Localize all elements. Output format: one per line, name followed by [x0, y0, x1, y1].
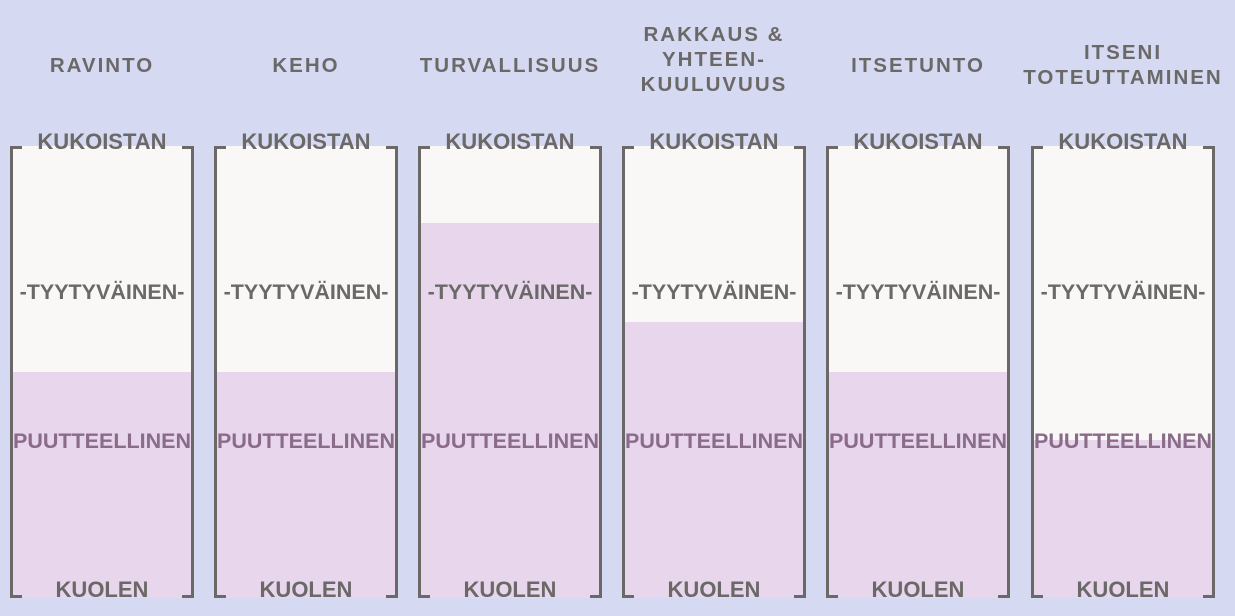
tube-cap: [998, 146, 1010, 149]
tube-cap: [10, 146, 22, 149]
tube-cap: [794, 146, 806, 149]
column-ravinto: RAVINTO KUKOISTAN -TYYTYVÄINEN- PUUTTEEL…: [10, 0, 194, 616]
label-kuolen: KUOLEN: [871, 577, 965, 602]
label-kuolen: KUOLEN: [1076, 577, 1170, 602]
label-kuolen: KUOLEN: [463, 577, 557, 602]
label-tyytyvainen: -TYYTYVÄINEN-: [19, 280, 185, 304]
tube-cap: [590, 146, 602, 149]
column-title: ITSETUNTO: [851, 53, 985, 77]
label-kukoistan: KUKOISTAN: [853, 129, 983, 154]
level-fill: [1034, 439, 1212, 598]
column-turvallisuus: TURVALLISUUS KUKOISTAN -TYYTYVÄINEN- PUU…: [418, 0, 602, 616]
tube-cap: [1031, 595, 1043, 598]
column-title: ITSENI TOTEUTTAMINEN: [1023, 41, 1223, 89]
level-tube: [622, 146, 806, 598]
tube-cap: [10, 595, 22, 598]
column-title: KEHO: [272, 53, 340, 77]
level-fill: [829, 372, 1007, 598]
tube-cap: [1031, 146, 1043, 149]
tube-cap: [386, 595, 398, 598]
label-kuolen: KUOLEN: [259, 577, 353, 602]
label-kukoistan: KUKOISTAN: [241, 129, 371, 154]
level-fill: [421, 222, 599, 598]
label-puutteellinen: PUUTTEELLINEN: [421, 429, 599, 453]
level-tube: [214, 146, 398, 598]
column-title: RAVINTO: [49, 53, 155, 77]
column-rakkaus-yhteenkuuluvuus: RAKKAUS & YHTEEN- KUULUVUUS KUKOISTAN -T…: [622, 0, 806, 616]
label-tyytyvainen: -TYYTYVÄINEN-: [835, 280, 1001, 304]
tube-cap: [214, 595, 226, 598]
tube-cap: [214, 146, 226, 149]
label-kukoistan: KUKOISTAN: [649, 129, 779, 154]
column-keho: KEHO KUKOISTAN -TYYTYVÄINEN- PUUTTEELLIN…: [214, 0, 398, 616]
label-kukoistan: KUKOISTAN: [37, 129, 167, 154]
column-title: TURVALLISUUS: [419, 53, 601, 77]
label-tyytyvainen: -TYYTYVÄINEN-: [631, 280, 797, 304]
tube-cap: [418, 146, 430, 149]
level-tube: [10, 146, 194, 598]
level-tube: [826, 146, 1010, 598]
label-tyytyvainen: -TYYTYVÄINEN-: [427, 280, 593, 304]
tube-cap: [622, 595, 634, 598]
label-kuolen: KUOLEN: [55, 577, 149, 602]
level-fill: [625, 322, 803, 598]
tube-cap: [386, 146, 398, 149]
label-puutteellinen: PUUTTEELLINEN: [1034, 429, 1212, 453]
tube-cap: [1203, 146, 1215, 149]
level-fill: [13, 372, 191, 598]
label-tyytyvainen: -TYYTYVÄINEN-: [1040, 280, 1206, 304]
label-kukoistan: KUKOISTAN: [1058, 129, 1188, 154]
column-title: RAKKAUS & YHTEEN- KUULUVUUS: [640, 22, 788, 96]
label-kuolen: KUOLEN: [667, 577, 761, 602]
label-puutteellinen: PUUTTEELLINEN: [217, 429, 395, 453]
column-itsetunto: ITSETUNTO KUKOISTAN -TYYTYVÄINEN- PUUTTE…: [826, 0, 1010, 616]
tube-cap: [182, 146, 194, 149]
tube-cap: [998, 595, 1010, 598]
tube-cap: [182, 595, 194, 598]
label-puutteellinen: PUUTTEELLINEN: [13, 429, 191, 453]
label-kukoistan: KUKOISTAN: [445, 129, 575, 154]
tube-cap: [794, 595, 806, 598]
tube-cap: [418, 595, 430, 598]
level-tube: [418, 146, 602, 598]
label-puutteellinen: PUUTTEELLINEN: [829, 429, 1007, 453]
tube-cap: [1203, 595, 1215, 598]
label-tyytyvainen: -TYYTYVÄINEN-: [223, 280, 389, 304]
column-itseni-toteuttaminen: ITSENI TOTEUTTAMINEN KUKOISTAN -TYYTYVÄI…: [1023, 0, 1220, 616]
level-fill: [217, 372, 395, 598]
tube-cap: [826, 595, 838, 598]
tube-cap: [622, 146, 634, 149]
tube-cap: [590, 595, 602, 598]
label-puutteellinen: PUUTTEELLINEN: [625, 429, 803, 453]
level-tube: [1031, 146, 1215, 598]
tube-cap: [826, 146, 838, 149]
